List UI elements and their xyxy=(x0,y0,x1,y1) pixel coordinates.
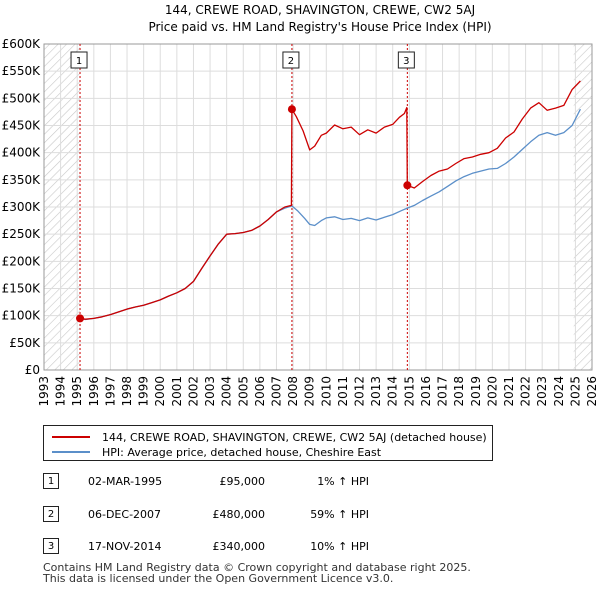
x-tick-label: 2014 xyxy=(386,376,400,407)
x-tick-label: 1999 xyxy=(137,376,151,407)
sale-price: £340,000 xyxy=(212,540,266,553)
x-tick-label: 2013 xyxy=(369,376,383,407)
legend-label-property: 144, CREWE ROAD, SHAVINGTON, CREWE, CW2 … xyxy=(102,430,487,444)
x-tick-label: 2016 xyxy=(419,376,433,407)
x-tick-label: 2023 xyxy=(535,376,549,407)
y-tick-label: £500K xyxy=(2,91,42,105)
x-tick-label: 2022 xyxy=(519,376,533,407)
y-tick-label: £150K xyxy=(2,282,42,296)
sale-price: £95,000 xyxy=(219,475,266,488)
y-tick-label: £50K xyxy=(9,336,41,350)
sale-row: 3 17-NOV-2014 £340,000 10% ↑ HPI xyxy=(43,538,473,556)
y-tick-label: £200K xyxy=(2,254,42,268)
sale-date: 02-MAR-1995 xyxy=(88,475,163,488)
x-tick-label: 1997 xyxy=(103,376,117,407)
sale-marker-badge: 1 xyxy=(43,473,59,489)
x-tick-label: 2015 xyxy=(402,376,416,407)
x-tick-label: 1996 xyxy=(87,376,101,407)
sale-marker-badge: 2 xyxy=(43,506,59,522)
legend-label-hpi: HPI: Average price, detached house, Ches… xyxy=(102,445,382,459)
legend-item-property: 144, CREWE ROAD, SHAVINGTON, CREWE, CW2 … xyxy=(52,430,487,444)
sale-price: £480,000 xyxy=(212,508,266,521)
sale-hpi-change: 1% ↑ HPI xyxy=(317,475,369,488)
sale-marker-badge: 3 xyxy=(43,538,59,554)
x-tick-label: 1994 xyxy=(54,376,68,407)
chart-title: 144, CREWE ROAD, SHAVINGTON, CREWE, CW2 … xyxy=(165,3,475,17)
x-tick-label: 2002 xyxy=(186,376,200,407)
sale-hpi-change: 59% ↑ HPI xyxy=(310,508,369,521)
x-tick-label: 2008 xyxy=(286,376,300,407)
x-tick-label: 2024 xyxy=(552,376,566,407)
property-price-line xyxy=(79,80,581,320)
y-tick-label: £400K xyxy=(2,146,42,160)
chart-subtitle: Price paid vs. HM Land Registry's House … xyxy=(148,20,491,34)
annotation-badge xyxy=(397,51,415,69)
y-tick-label: £300K xyxy=(2,200,42,214)
x-tick-label: 1993 xyxy=(37,376,51,407)
x-tick-label: 2025 xyxy=(568,376,582,407)
x-tick-label: 2019 xyxy=(469,376,483,407)
y-tick-label: £450K xyxy=(2,119,42,133)
legend: 144, CREWE ROAD, SHAVINGTON, CREWE, CW2 … xyxy=(43,425,493,461)
sale-row: 2 06-DEC-2007 £480,000 59% ↑ HPI xyxy=(43,506,473,524)
x-tick-label: 2003 xyxy=(203,376,217,407)
footer-note: Contains HM Land Registry data © Crown c… xyxy=(43,562,471,584)
x-tick-label: 2026 xyxy=(585,376,599,407)
x-tick-label: 2017 xyxy=(436,376,450,407)
x-tick-label: 2020 xyxy=(485,376,499,407)
x-tick-label: 1995 xyxy=(70,376,84,407)
y-tick-label: £350K xyxy=(2,173,42,187)
x-tick-label: 2007 xyxy=(269,376,283,407)
sale-point xyxy=(287,105,296,114)
x-tick-label: 2012 xyxy=(353,376,367,407)
sale-row: 1 02-MAR-1995 £95,000 1% ↑ HPI xyxy=(43,473,473,491)
x-tick-label: 2011 xyxy=(336,376,350,407)
x-tick-label: 2018 xyxy=(452,376,466,407)
y-tick-label: £550K xyxy=(2,64,42,78)
x-tick-label: 2001 xyxy=(170,376,184,407)
x-tick-label: 2004 xyxy=(220,376,234,407)
annotation-badge xyxy=(282,51,300,69)
price-chart: 144, CREWE ROAD, SHAVINGTON, CREWE, CW2 … xyxy=(2,3,599,407)
footer-line-2: This data is licensed under the Open Gov… xyxy=(43,572,394,585)
annotation-label: 2 xyxy=(288,56,294,67)
x-tick-label: 2010 xyxy=(319,376,333,407)
x-tick-label: 2009 xyxy=(303,376,317,407)
annotation-badge xyxy=(70,51,88,69)
annotation-label: 3 xyxy=(403,56,409,67)
sale-date: 06-DEC-2007 xyxy=(88,508,162,521)
y-tick-label: £0 xyxy=(25,363,40,377)
x-tick-label: 2021 xyxy=(502,376,516,407)
footer-line-1: Contains HM Land Registry data © Crown c… xyxy=(43,561,471,574)
legend-swatch-hpi xyxy=(52,451,90,453)
x-tick-label: 2006 xyxy=(253,376,267,407)
legend-swatch-property xyxy=(52,436,90,438)
x-tick-label: 1998 xyxy=(120,376,134,407)
y-tick-label: £100K xyxy=(2,309,42,323)
plot-border xyxy=(43,43,593,371)
sale-date: 17-NOV-2014 xyxy=(88,540,162,553)
legend-item-hpi: HPI: Average price, detached house, Ches… xyxy=(52,445,381,459)
annotation-label: 1 xyxy=(76,56,82,67)
sale-point xyxy=(403,181,412,190)
sale-point xyxy=(76,314,85,323)
y-tick-label: £600K xyxy=(2,37,42,51)
sale-hpi-change: 10% ↑ HPI xyxy=(310,540,369,553)
x-tick-label: 2000 xyxy=(153,376,167,407)
x-tick-label: 2005 xyxy=(236,376,250,407)
y-tick-label: £250K xyxy=(2,227,42,241)
